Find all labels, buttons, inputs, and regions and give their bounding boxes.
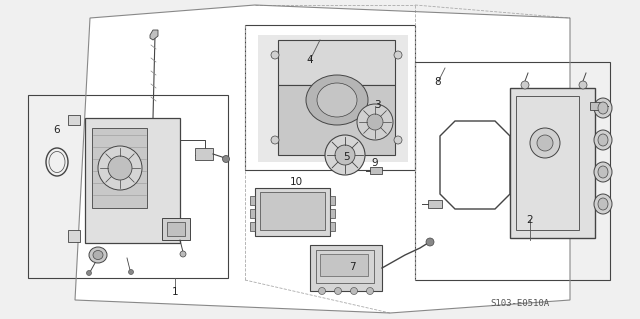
Bar — [510, 88, 595, 238]
Bar — [85, 118, 180, 243]
Bar — [516, 96, 579, 230]
Bar — [370, 167, 382, 174]
Bar — [330, 209, 335, 218]
Circle shape — [335, 145, 355, 165]
Circle shape — [530, 128, 560, 158]
Circle shape — [579, 81, 587, 89]
Polygon shape — [278, 40, 395, 85]
Ellipse shape — [598, 198, 608, 210]
Circle shape — [108, 156, 132, 180]
Text: 1: 1 — [172, 287, 179, 297]
Text: 6: 6 — [54, 125, 60, 135]
Text: 7: 7 — [349, 262, 355, 272]
Circle shape — [357, 104, 393, 140]
Bar — [245, 25, 415, 170]
Circle shape — [367, 287, 374, 294]
Ellipse shape — [594, 162, 612, 182]
Bar — [28, 95, 228, 278]
Polygon shape — [150, 30, 158, 40]
Bar — [310, 245, 382, 291]
Circle shape — [537, 135, 553, 151]
Bar — [250, 209, 255, 218]
Circle shape — [325, 135, 365, 175]
Circle shape — [335, 287, 342, 294]
Circle shape — [426, 238, 434, 246]
Bar — [590, 102, 600, 110]
Bar — [260, 192, 325, 230]
Bar — [167, 222, 185, 236]
Circle shape — [180, 251, 186, 257]
Ellipse shape — [594, 130, 612, 150]
Circle shape — [319, 287, 326, 294]
Circle shape — [394, 51, 402, 59]
Text: 4: 4 — [307, 55, 314, 65]
Bar — [320, 254, 368, 276]
Ellipse shape — [317, 83, 357, 117]
Circle shape — [351, 287, 358, 294]
Bar — [415, 62, 610, 280]
Bar — [428, 200, 442, 208]
Text: 10: 10 — [289, 177, 303, 187]
Bar — [195, 148, 213, 160]
Circle shape — [271, 51, 279, 59]
Text: 2: 2 — [527, 215, 533, 225]
Circle shape — [86, 271, 92, 276]
Bar — [330, 222, 335, 231]
Bar — [316, 250, 374, 283]
Bar — [330, 196, 335, 205]
Text: S103-E0510A: S103-E0510A — [490, 299, 549, 308]
Text: 8: 8 — [435, 77, 442, 87]
Polygon shape — [258, 35, 408, 162]
Text: 9: 9 — [372, 158, 378, 168]
Bar — [250, 222, 255, 231]
Ellipse shape — [89, 247, 107, 263]
Polygon shape — [68, 115, 80, 125]
Text: 3: 3 — [374, 100, 380, 110]
Text: 5: 5 — [344, 152, 350, 162]
Circle shape — [521, 81, 529, 89]
Ellipse shape — [594, 194, 612, 214]
Circle shape — [223, 155, 230, 162]
Circle shape — [129, 270, 134, 275]
Ellipse shape — [598, 134, 608, 146]
Ellipse shape — [306, 75, 368, 125]
Circle shape — [394, 136, 402, 144]
Circle shape — [271, 136, 279, 144]
Ellipse shape — [598, 102, 608, 114]
Polygon shape — [278, 85, 395, 155]
Circle shape — [98, 146, 142, 190]
Bar — [255, 188, 330, 236]
Circle shape — [367, 114, 383, 130]
Polygon shape — [75, 5, 570, 313]
Ellipse shape — [93, 250, 103, 259]
Bar — [92, 128, 147, 208]
Ellipse shape — [594, 98, 612, 118]
Ellipse shape — [598, 166, 608, 178]
Bar — [250, 196, 255, 205]
Bar — [162, 218, 190, 240]
Polygon shape — [68, 230, 80, 242]
